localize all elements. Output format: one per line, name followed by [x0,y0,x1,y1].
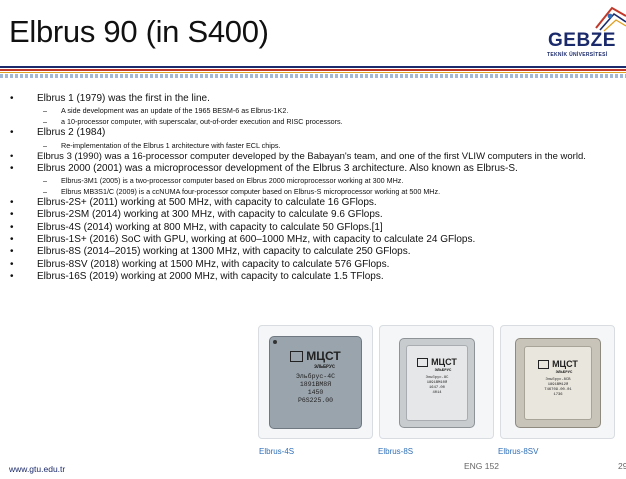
chip-line: Т46709.00.01 [544,388,572,392]
chip-sub: ЭЛЬБРУС [434,369,452,373]
bullet-item: Elbrus-4S (2014) working at 800 MHz, wit… [10,222,622,235]
bullet-item: Elbrus-8SV (2018) working at 1500 MHz, w… [10,259,622,272]
gebze-logo: GEBZE TEKNİK ÜNİVERSİTESİ [538,6,626,64]
chip-line: 1736 [553,393,563,397]
bullet-list: Elbrus 1 (1979) was the first in the lin… [10,93,622,284]
chip-line: 4014 [432,391,442,395]
page-number: 29 [618,461,626,471]
header-stripe-pattern [0,74,626,78]
header-stripe-gold [0,71,626,73]
chip-line: Эльбрус-8СВ [545,378,571,382]
bullet-item: Elbrus-8S (2014–2015) working at 1300 MH… [10,246,622,259]
image-caption: Elbrus-4S [259,447,295,456]
slide-title: Elbrus 90 (in S400) [9,14,269,49]
sub-bullet-item: Re-implementation of the Elbrus 1 archit… [10,140,622,151]
sub-bullet-item: Elbrus MB3S1/C (2009) is a ccNUMA four-p… [10,186,622,197]
chip-line: 1891ВМ8Я [299,381,332,388]
footer-url[interactable]: www.gtu.edu.tr [9,464,66,474]
chip-sub: ЭЛЬБРУС [555,371,573,375]
header-stripe-red [0,69,626,71]
image-caption: Elbrus-8S [378,447,414,456]
bullet-item: Elbrus 2 (1984) [10,127,622,140]
bullet-item: Elbrus 1 (1979) was the first in the lin… [10,93,622,106]
image-caption: Elbrus-8SV [498,447,539,456]
footer-course: ENG 152 [464,461,499,471]
chip-line: 1891ВМ10Я [426,381,448,385]
chip-brand: МЦСТ [431,357,457,367]
logo-subtitle: TEKNİK ÜNİVERSİTESİ [547,52,608,58]
logo-emblem-icon [595,6,626,32]
elbrus-8s-image: МЦСТ ЭЛЬБРУС Эльбрус-8С 1891ВМ10Я 1647.0… [379,325,494,439]
chip-line: 1647.00 [429,386,445,390]
chip-sub: ЭЛЬБРУС [313,364,335,370]
bullet-item: Elbrus-16S (2019) working at 2000 MHz, w… [10,271,622,284]
chip-line: Эльбрус-4С [295,373,335,380]
logo-name: GEBZE [548,30,616,51]
bullet-item: Elbrus-2S+ (2011) working at 500 MHz, wi… [10,197,622,210]
bullet-item: Elbrus-1S+ (2016) SoC with GPU, working … [10,234,622,247]
chip-brand: МЦСТ [306,349,341,363]
chip-line: 1891ВМ12Я [547,383,569,387]
bullet-item: Elbrus-2SM (2014) working at 300 MHz, wi… [10,209,622,222]
elbrus-4s-image: МЦСТ ЭЛЬБРУС Эльбрус-4С 1891ВМ8Я 1450 Р6… [258,325,373,439]
chip-brand: МЦСТ [552,359,578,369]
chip-line: 1450 [307,389,324,396]
elbrus-8sv-image: МЦСТ ЭЛЬБРУС Эльбрус-8СВ 1891ВМ12Я Т4670… [500,325,615,439]
header-stripe-navy [0,66,626,68]
sub-bullet-item: Elbrus-3M1 (2005) is a two-processor com… [10,175,622,186]
bullet-item: Elbrus 2000 (2001) was a microprocessor … [10,163,622,176]
chip-line: Р6S225.00 [297,397,334,404]
sub-bullet-item: A side development was an update of the … [10,105,622,116]
sub-bullet-item: a 10-processor computer, with superscala… [10,116,622,127]
chip-line: Эльбрус-8С [425,376,449,380]
bullet-item: Elbrus 3 (1990) was a 16-processor compu… [10,151,622,164]
